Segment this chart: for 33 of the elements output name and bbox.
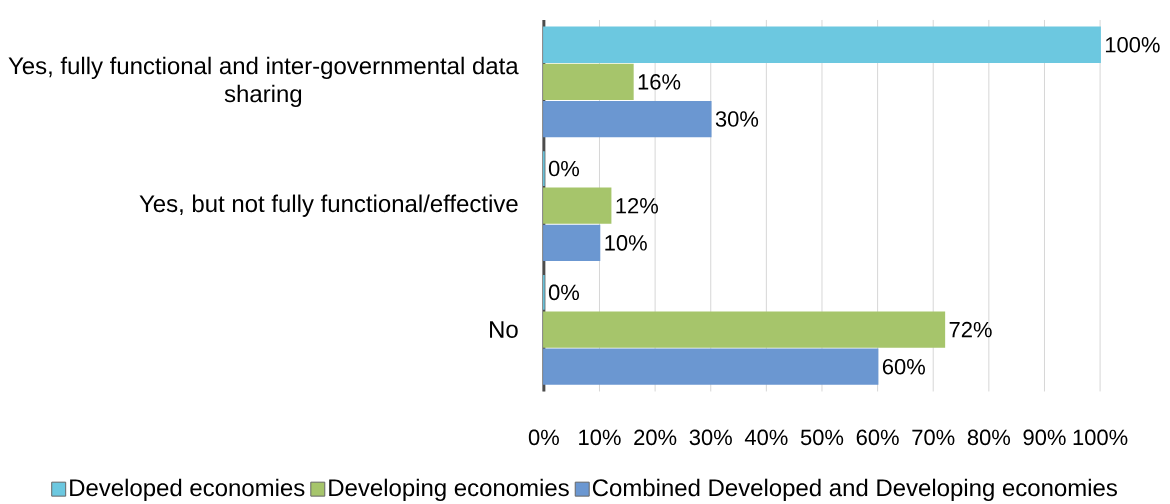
x-tick-label: 90% <box>1023 429 1066 446</box>
data-label: 12% <box>616 198 658 214</box>
x-tick-label: 20% <box>634 429 677 446</box>
x-tick-label: 80% <box>967 429 1011 446</box>
legend-label: Combined Developed and Developing economies <box>592 478 1117 502</box>
x-tick-label: 0% <box>528 429 559 446</box>
data-label: 30% <box>715 111 759 128</box>
y-tick-label: Yes, but not fully functional/effective <box>139 194 518 218</box>
data-label: 0% <box>548 284 580 301</box>
data-label: 0% <box>548 160 580 177</box>
data-label: 100% <box>1105 37 1160 53</box>
x-tick-label: 50% <box>800 429 844 446</box>
bar <box>543 26 1101 64</box>
x-tick-label: 10% <box>579 429 621 446</box>
x-tick-label: 40% <box>744 429 788 446</box>
legend-label: Developing economies <box>329 478 569 502</box>
x-tick-label: 100% <box>1073 429 1128 446</box>
bar <box>543 224 601 262</box>
bar <box>543 311 946 348</box>
bar <box>543 63 634 101</box>
bar <box>543 101 712 138</box>
x-tick-label: 30% <box>689 429 732 446</box>
bar <box>543 348 879 386</box>
data-label: 10% <box>605 235 647 251</box>
bar <box>543 187 612 225</box>
data-label: 60% <box>882 359 925 375</box>
data-label: 72% <box>949 322 992 338</box>
legend-label: Developed economies <box>70 478 305 502</box>
x-tick-label: 60% <box>856 429 899 446</box>
x-tick-label: 70% <box>912 429 955 446</box>
data-label: 16% <box>638 74 681 90</box>
y-tick-label: No <box>490 321 518 339</box>
y-tick-label: Yes, fully functional and inter-governmental data sharing <box>8 56 519 108</box>
